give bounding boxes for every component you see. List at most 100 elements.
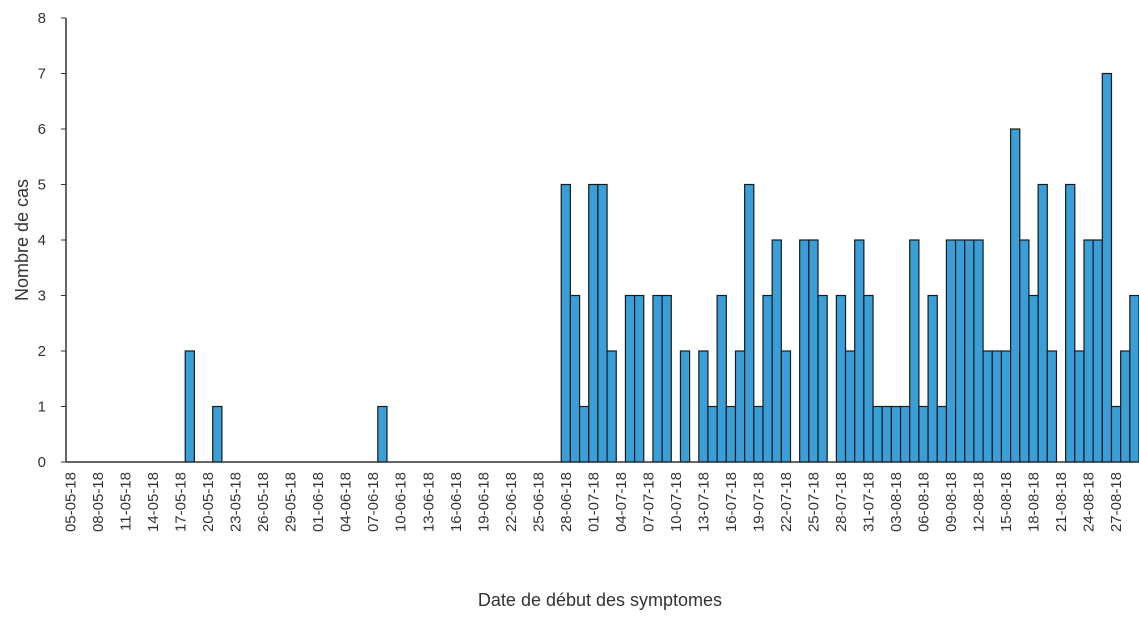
x-tick-label: 25-07-18 — [805, 472, 822, 532]
y-axis-label: Nombre de cas — [12, 179, 32, 301]
x-tick-label: 19-06-18 — [475, 472, 492, 532]
bar — [1120, 350, 1131, 463]
x-tick-label: 18-08-18 — [1026, 472, 1043, 532]
bar — [945, 239, 957, 463]
x-tick-label: 10-06-18 — [393, 472, 410, 532]
bar — [212, 405, 223, 463]
x-tick-label: 19-07-18 — [750, 472, 767, 532]
x-tick-label: 13-07-18 — [695, 472, 712, 532]
y-tick-label: 4 — [38, 232, 46, 249]
bar — [863, 294, 874, 463]
bar — [624, 294, 636, 463]
bar — [964, 239, 975, 463]
y-tick-label: 6 — [38, 121, 46, 138]
bar — [588, 183, 599, 463]
x-tick-label: 22-07-18 — [778, 472, 795, 532]
x-tick-label: 05-05-18 — [63, 472, 80, 532]
bar — [1019, 239, 1030, 463]
bar — [679, 350, 691, 463]
bar — [1010, 128, 1021, 463]
x-tick-label: 07-07-18 — [640, 472, 657, 532]
bar — [982, 350, 993, 463]
bar — [927, 294, 938, 463]
bar — [991, 350, 1003, 463]
bar — [569, 294, 581, 463]
x-tick-label: 12-08-18 — [971, 472, 988, 532]
bar — [881, 405, 892, 463]
y-tick-label: 2 — [38, 343, 46, 360]
bar — [698, 350, 709, 463]
bar — [909, 239, 920, 463]
bar — [725, 405, 737, 463]
x-tick-label: 04-07-18 — [613, 472, 630, 532]
bar — [1110, 405, 1122, 463]
bar — [184, 350, 195, 463]
bar — [1037, 183, 1048, 463]
x-tick-label: 09-08-18 — [943, 472, 960, 532]
bar — [1074, 350, 1085, 463]
y-tick-label: 0 — [38, 454, 46, 471]
x-tick-label: 17-05-18 — [173, 472, 190, 532]
bar — [560, 183, 572, 463]
bar — [377, 405, 388, 463]
x-axis-label: Date de début des symptomes — [478, 590, 722, 610]
x-tick-label: 28-07-18 — [833, 472, 850, 532]
y-tick-label: 3 — [38, 288, 46, 305]
bar — [578, 405, 590, 463]
x-tick-label: 01-06-18 — [310, 472, 327, 532]
bar — [780, 350, 792, 463]
x-tick-label: 03-08-18 — [888, 472, 905, 532]
bar — [1046, 350, 1058, 463]
bar — [890, 405, 902, 463]
bar — [918, 405, 929, 463]
bar — [762, 294, 773, 463]
x-tick-label: 11-05-18 — [118, 472, 135, 531]
bar — [1083, 239, 1094, 463]
bar — [899, 405, 911, 463]
x-tick-label: 27-08-18 — [1108, 472, 1125, 532]
bar — [1101, 72, 1113, 463]
bar — [1092, 239, 1103, 463]
bar — [606, 350, 617, 463]
bar — [753, 405, 764, 463]
bar — [844, 350, 856, 463]
x-tick-label: 10-07-18 — [668, 472, 685, 532]
y-tick-label: 5 — [38, 177, 46, 194]
x-tick-label: 13-06-18 — [420, 472, 437, 532]
bar — [1065, 183, 1076, 463]
x-tick-label: 04-06-18 — [338, 472, 355, 532]
x-tick-label: 07-06-18 — [365, 472, 382, 532]
x-tick-label: 24-08-18 — [1081, 472, 1098, 532]
bar — [744, 183, 755, 463]
x-tick-label: 20-05-18 — [200, 472, 217, 532]
bar — [716, 294, 727, 463]
bar — [835, 294, 847, 463]
bar — [872, 405, 883, 463]
bar — [771, 239, 782, 463]
x-tick-label: 08-05-18 — [90, 472, 107, 532]
bar — [1129, 294, 1139, 463]
x-tick-label: 28-06-18 — [558, 472, 575, 532]
y-tick-label: 8 — [38, 10, 46, 27]
bar — [734, 350, 746, 463]
bar — [799, 239, 810, 463]
x-tick-label: 23-05-18 — [228, 472, 245, 532]
x-tick-label: 14-05-18 — [145, 472, 162, 532]
bar — [1028, 294, 1039, 463]
x-tick-label: 22-06-18 — [503, 472, 520, 532]
x-tick-label: 16-06-18 — [448, 472, 465, 532]
bar — [973, 239, 984, 463]
bar — [936, 405, 948, 463]
x-tick-label: 25-06-18 — [530, 472, 547, 532]
y-tick-label: 1 — [38, 399, 46, 416]
x-tick-label: 15-08-18 — [998, 472, 1015, 532]
x-tick-label: 01-07-18 — [585, 472, 602, 532]
bar — [854, 239, 865, 463]
bar — [633, 294, 645, 463]
bar — [597, 183, 608, 463]
x-tick-label: 06-08-18 — [915, 472, 932, 532]
x-tick-label: 21-08-18 — [1053, 472, 1070, 532]
x-tick-label: 29-05-18 — [283, 472, 300, 532]
bar — [817, 294, 828, 463]
